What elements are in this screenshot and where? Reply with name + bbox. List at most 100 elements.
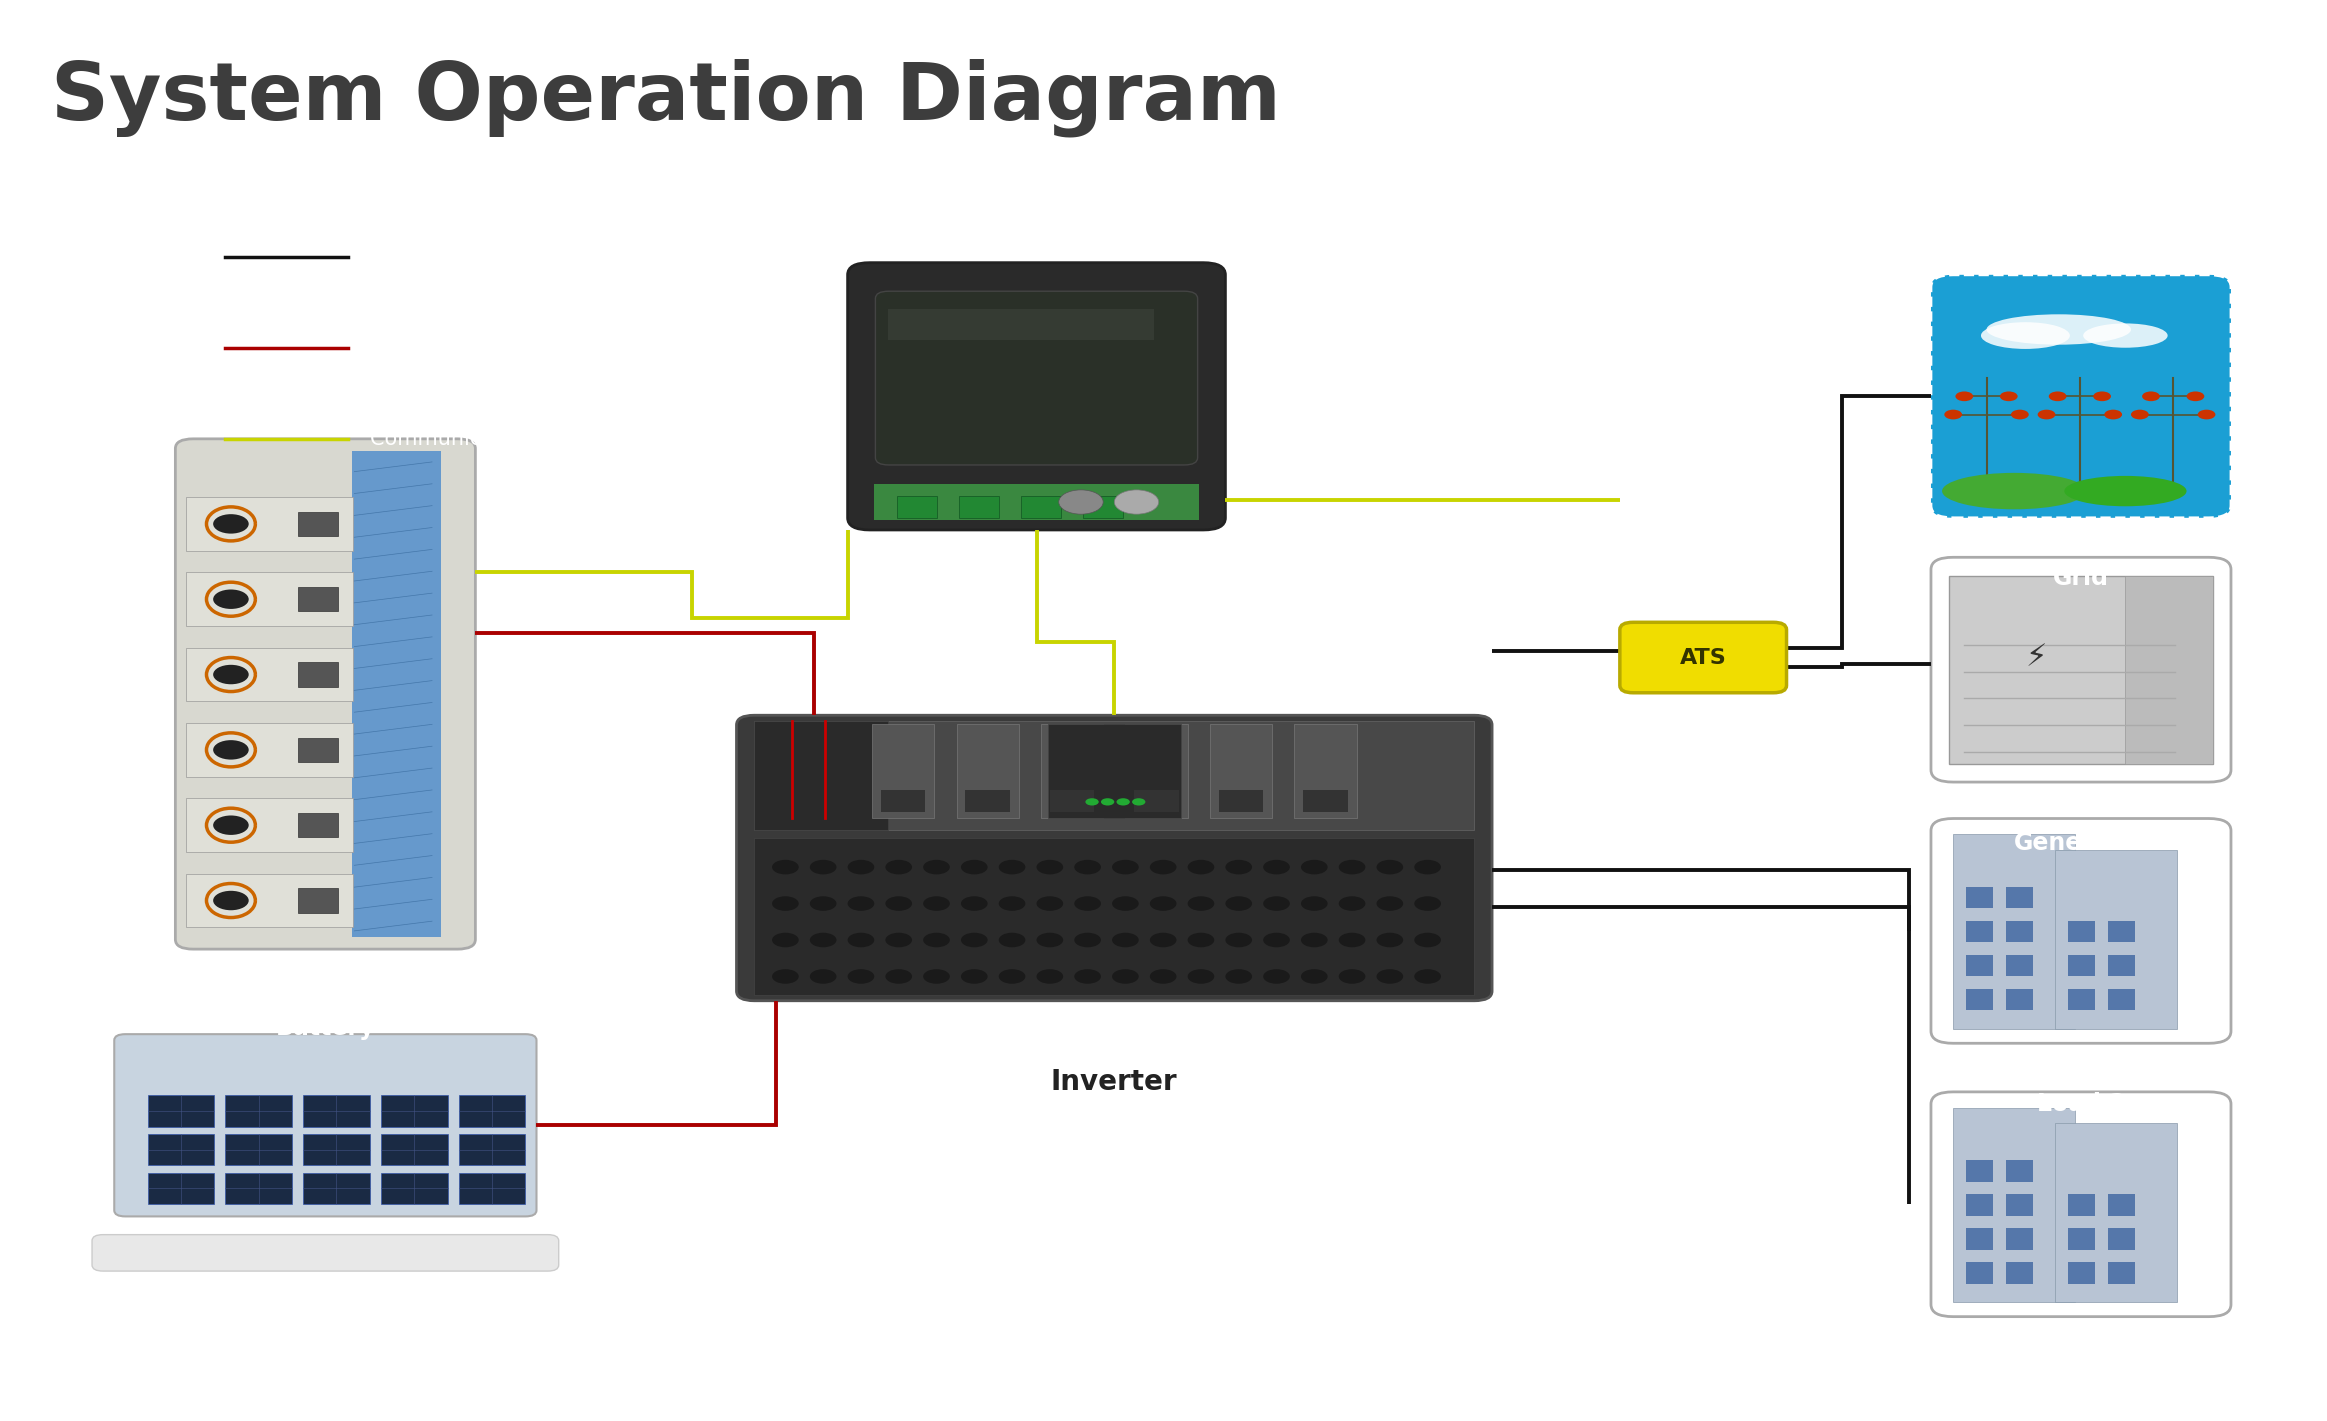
Circle shape [1101,799,1115,806]
Bar [1047,723,1180,817]
Bar [2006,887,2034,908]
Bar [1294,723,1357,817]
Circle shape [2038,409,2055,419]
Circle shape [1415,860,1440,874]
Circle shape [847,969,875,983]
Bar [2069,1194,2094,1216]
Circle shape [1301,969,1329,983]
Circle shape [1112,897,1138,911]
Bar [186,723,354,777]
Bar [458,1172,526,1204]
Bar [1966,921,1992,942]
Bar [298,662,337,686]
Bar [2069,1228,2094,1250]
Circle shape [1378,897,1403,911]
Bar [298,587,337,611]
Circle shape [773,969,798,983]
Circle shape [1150,932,1177,948]
Circle shape [1226,932,1252,948]
Bar [882,790,926,811]
FancyBboxPatch shape [875,291,1198,465]
Bar [298,813,337,837]
Bar [1040,723,1103,817]
Text: Grid: Grid [2052,567,2108,590]
Text: ⚡: ⚡ [2027,644,2048,672]
Circle shape [2094,391,2111,401]
Circle shape [214,740,249,760]
Circle shape [961,969,987,983]
Bar [382,1134,447,1165]
Bar [873,723,933,817]
Circle shape [1059,490,1103,514]
Circle shape [847,860,875,874]
Circle shape [1378,860,1403,874]
Circle shape [2132,409,2148,419]
Circle shape [214,590,249,610]
Bar [298,737,337,762]
Bar [754,722,887,830]
Circle shape [214,891,249,911]
Circle shape [998,932,1026,948]
Bar [1966,887,1992,908]
Circle shape [1112,932,1138,948]
Circle shape [924,932,949,948]
Circle shape [1117,799,1131,806]
Bar [1966,1228,1992,1250]
Circle shape [1415,932,1440,948]
Ellipse shape [2083,324,2169,348]
Circle shape [1131,799,1145,806]
Text: Solar Panel: Solar Panel [249,1313,400,1337]
Circle shape [1036,969,1063,983]
Circle shape [2048,391,2066,401]
Text: Communication Line: Communication Line [370,429,584,449]
Circle shape [1150,969,1177,983]
Ellipse shape [1980,323,2071,350]
Bar [186,799,354,853]
Circle shape [1945,409,1962,419]
Text: DC BUS: DC BUS [370,338,449,358]
Circle shape [1036,897,1063,911]
Bar [1082,496,1124,517]
Circle shape [1226,897,1252,911]
Text: AC BUS: AC BUS [370,247,447,267]
Text: ATS: ATS [1680,648,1727,668]
Circle shape [1378,969,1403,983]
Bar [186,648,354,702]
Bar [1952,1108,2076,1302]
Bar [754,722,1475,830]
Circle shape [1264,860,1289,874]
Bar [2069,921,2094,942]
Circle shape [884,860,912,874]
Circle shape [810,897,835,911]
Bar [2069,989,2094,1010]
Bar [298,888,337,912]
Circle shape [1084,799,1098,806]
Bar [2006,989,2034,1010]
Bar [1966,989,1992,1010]
Bar [226,1134,293,1165]
Bar [186,497,354,550]
Circle shape [1415,897,1440,911]
Circle shape [1338,860,1366,874]
Circle shape [1264,897,1289,911]
Bar [2108,1194,2134,1216]
Circle shape [1112,969,1138,983]
Bar [303,1134,370,1165]
Bar [2108,1228,2134,1250]
Circle shape [1415,969,1440,983]
FancyBboxPatch shape [847,263,1226,530]
Circle shape [1955,391,1973,401]
Bar [1966,1160,1992,1182]
Circle shape [1338,969,1366,983]
Circle shape [2187,391,2204,401]
Circle shape [1999,391,2018,401]
Bar [966,790,1010,811]
Bar [2006,921,2034,942]
Bar [2108,955,2134,976]
Circle shape [1036,932,1063,948]
Circle shape [1150,897,1177,911]
Bar [2125,576,2213,764]
Circle shape [773,860,798,874]
Circle shape [1264,932,1289,948]
Bar [2069,955,2094,976]
